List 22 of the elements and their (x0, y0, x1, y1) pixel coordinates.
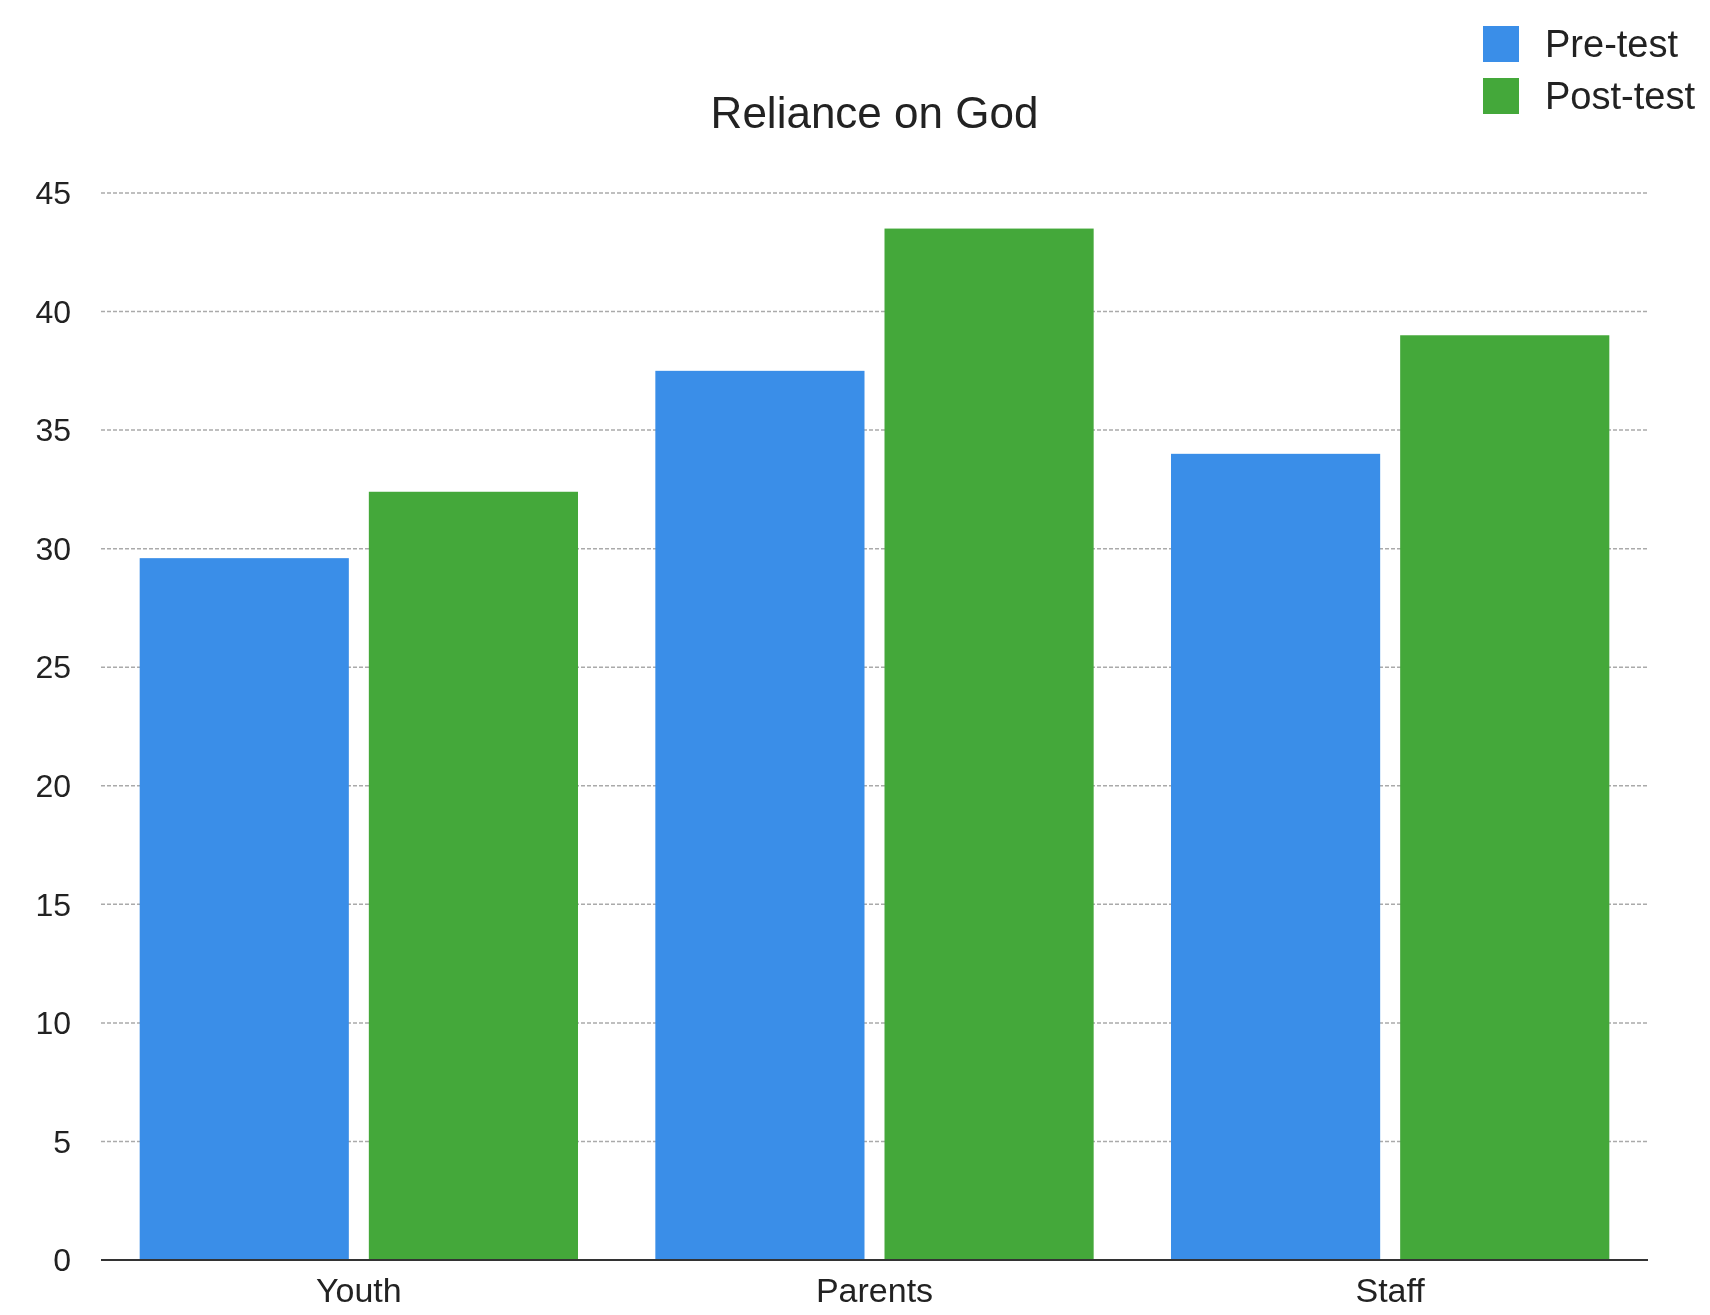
y-tick-label: 15 (35, 886, 71, 923)
x-tick-label: Youth (315, 1271, 402, 1309)
x-tick-label: Staff (1355, 1271, 1426, 1309)
chart-title: Reliance on God (710, 88, 1039, 137)
y-tick-label: 35 (35, 412, 71, 449)
bar (884, 228, 1094, 1260)
legend-label: Pre-test (1545, 23, 1679, 66)
y-tick-label: 10 (35, 1005, 71, 1042)
y-tick-label: 5 (53, 1123, 71, 1160)
bar (655, 370, 865, 1260)
bar (1400, 335, 1610, 1260)
y-tick-label: 0 (53, 1242, 71, 1279)
bar (1171, 453, 1381, 1260)
y-tick-label: 40 (35, 293, 71, 330)
x-tick-label: Parents (815, 1271, 934, 1309)
y-tick-label: 20 (35, 767, 71, 804)
legend-label: Post-test (1545, 75, 1696, 118)
bar (368, 491, 578, 1260)
bar (139, 558, 349, 1260)
y-tick-label: 45 (35, 175, 71, 212)
y-tick-label: 30 (35, 530, 71, 567)
y-tick-label: 25 (35, 649, 71, 686)
